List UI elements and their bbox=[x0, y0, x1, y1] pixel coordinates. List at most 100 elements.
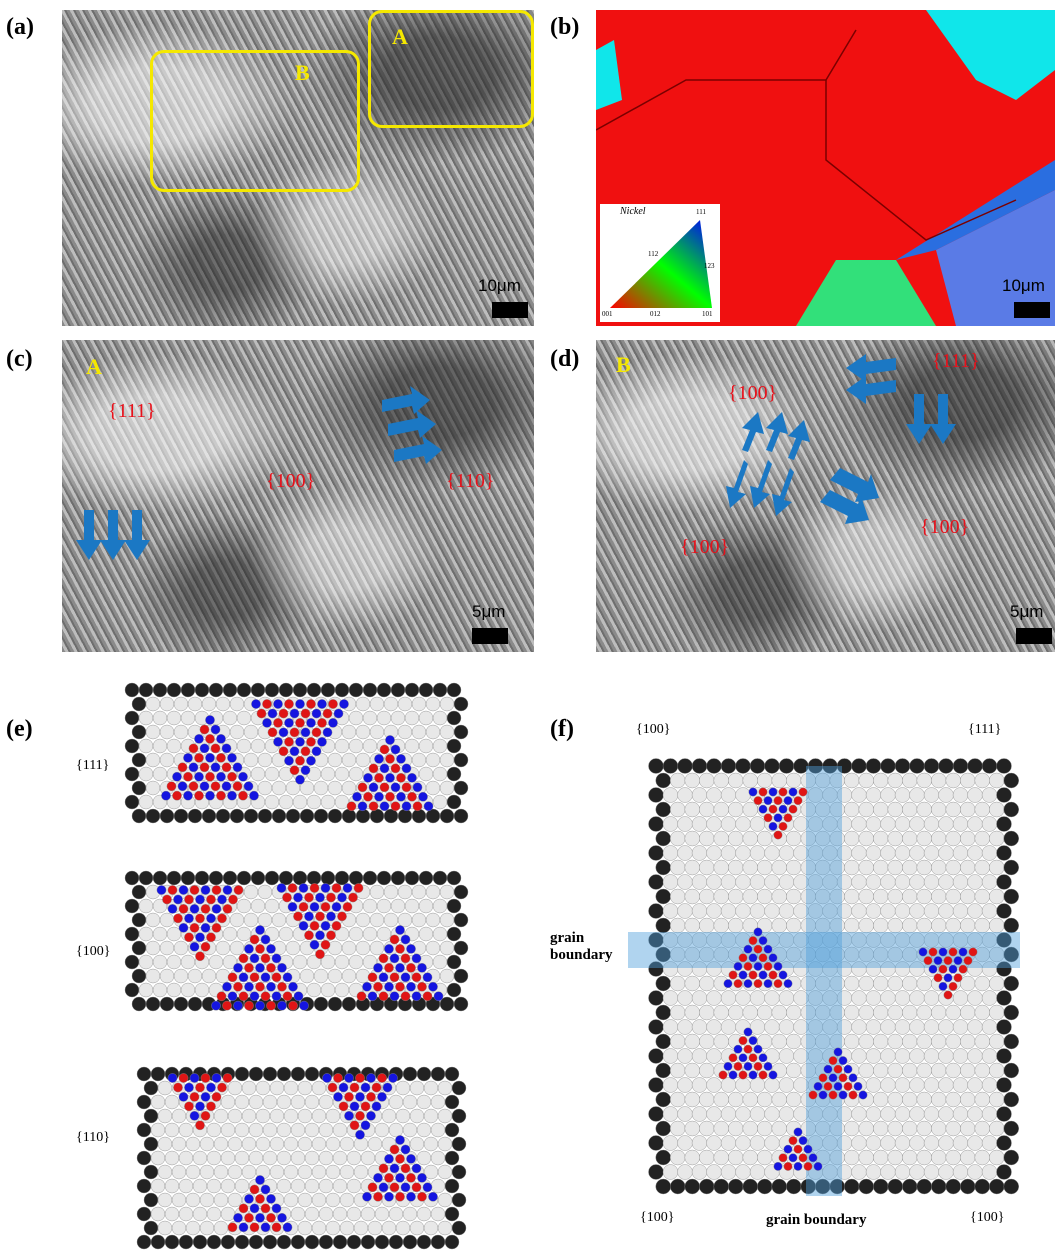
adsorbate-atom bbox=[382, 1082, 393, 1093]
lattice-atom bbox=[699, 859, 715, 876]
adsorbate-atom bbox=[748, 787, 758, 797]
lattice-atom bbox=[138, 766, 154, 782]
lattice-atom bbox=[873, 1149, 889, 1166]
adsorbate-atom bbox=[738, 1053, 748, 1063]
lattice-atom bbox=[713, 830, 729, 847]
adsorbate-atom bbox=[304, 930, 314, 941]
lattice-atom bbox=[699, 801, 715, 818]
adsorbate-atom bbox=[300, 727, 311, 738]
adsorbate-atom bbox=[763, 961, 773, 971]
lattice-atom bbox=[453, 968, 469, 984]
lattice-atom bbox=[339, 1136, 355, 1152]
lattice-atom bbox=[334, 954, 350, 970]
adsorbate-atom bbox=[256, 708, 267, 719]
lattice-atom bbox=[880, 874, 896, 890]
adsorbate-atom bbox=[848, 1090, 858, 1100]
adsorbate-atom bbox=[277, 963, 287, 973]
lattice-atom bbox=[157, 1080, 173, 1096]
adsorbate-atom bbox=[195, 1120, 205, 1131]
lattice-atom bbox=[931, 1149, 947, 1166]
scale-label-a: 10μm bbox=[478, 276, 521, 295]
adsorbate-atom bbox=[743, 1027, 753, 1037]
lattice-atom bbox=[902, 1120, 918, 1137]
lattice-atom bbox=[706, 1135, 722, 1151]
lattice-atom bbox=[887, 830, 903, 847]
lattice-atom bbox=[720, 990, 737, 1006]
lattice-atom bbox=[138, 710, 154, 726]
lattice-atom bbox=[989, 772, 1005, 789]
lattice-atom bbox=[909, 1019, 925, 1035]
lattice-atom bbox=[453, 996, 469, 1012]
lattice-atom bbox=[311, 1192, 327, 1208]
lattice-atom bbox=[916, 830, 932, 847]
adsorbate-atom bbox=[178, 904, 189, 914]
adsorbate-atom bbox=[384, 1173, 394, 1183]
lattice-atom bbox=[187, 808, 203, 824]
adsorbate-atom bbox=[396, 791, 406, 802]
legend-112: 112 bbox=[648, 250, 659, 258]
adsorbate-atom bbox=[211, 885, 222, 895]
adsorbate-atom bbox=[167, 885, 178, 895]
lattice-atom bbox=[952, 1106, 969, 1122]
adsorbate-atom bbox=[395, 925, 405, 935]
lattice-atom bbox=[844, 1120, 860, 1137]
adsorbate-atom bbox=[333, 1073, 343, 1083]
lattice-atom bbox=[304, 1150, 320, 1166]
adsorbate-atom bbox=[287, 883, 298, 893]
lattice-atom bbox=[909, 903, 925, 919]
lattice-atom bbox=[269, 1080, 285, 1096]
adsorbate-atom bbox=[199, 743, 210, 754]
lattice-atom bbox=[967, 787, 983, 803]
lattice-atom bbox=[873, 1091, 889, 1108]
lattice-atom bbox=[648, 845, 664, 861]
lattice-atom bbox=[390, 870, 406, 886]
lattice-atom bbox=[960, 801, 976, 818]
lattice-atom bbox=[136, 1150, 152, 1166]
lattice-atom bbox=[706, 816, 722, 832]
lattice-atom bbox=[1003, 917, 1019, 934]
lattice-atom bbox=[446, 738, 462, 754]
adsorbate-atom bbox=[371, 1101, 382, 1112]
lattice-atom bbox=[677, 990, 693, 1006]
adsorbate-atom bbox=[216, 991, 227, 1002]
lattice-atom bbox=[430, 1234, 446, 1250]
lattice-atom bbox=[981, 990, 998, 1006]
adsorbate-atom bbox=[773, 813, 783, 823]
lattice-atom bbox=[996, 787, 1012, 803]
lattice-atom bbox=[865, 1164, 882, 1180]
lattice-atom bbox=[989, 1062, 1005, 1079]
adsorbate-atom bbox=[373, 1191, 383, 1202]
lattice-atom bbox=[362, 898, 378, 914]
lattice-atom bbox=[437, 1220, 453, 1236]
adsorbate-atom bbox=[928, 964, 938, 974]
lattice-atom bbox=[677, 845, 693, 861]
lattice-atom bbox=[159, 724, 175, 740]
lattice-atom bbox=[858, 917, 874, 934]
lattice-atom bbox=[157, 1192, 173, 1208]
adsorbate-atom bbox=[211, 904, 222, 914]
adsorbate-atom bbox=[178, 1092, 189, 1102]
adsorbate-atom bbox=[184, 932, 194, 943]
lattice-atom bbox=[355, 912, 371, 928]
adsorbate-atom bbox=[406, 981, 416, 992]
lattice-atom bbox=[341, 968, 357, 984]
lattice-atom bbox=[388, 1234, 404, 1250]
lattice-atom bbox=[757, 859, 773, 876]
lattice-atom bbox=[425, 752, 441, 768]
lattice-atom bbox=[945, 1062, 961, 1079]
lattice-atom bbox=[206, 1122, 222, 1138]
adsorbate-atom bbox=[326, 911, 336, 922]
lattice-atom bbox=[764, 1106, 780, 1122]
adsorbate-atom bbox=[818, 1073, 828, 1083]
lattice-atom bbox=[430, 1178, 446, 1194]
lattice-atom bbox=[967, 1048, 983, 1064]
lattice-atom bbox=[662, 874, 679, 890]
lattice-atom bbox=[241, 1136, 257, 1152]
lattice-atom bbox=[923, 990, 940, 1006]
lattice-atom bbox=[383, 808, 399, 824]
lattice-atom bbox=[145, 912, 161, 928]
lattice-atom bbox=[771, 917, 787, 934]
lattice-atom bbox=[967, 1164, 983, 1180]
adsorbate-atom bbox=[758, 953, 768, 963]
lattice-atom bbox=[960, 1004, 976, 1021]
